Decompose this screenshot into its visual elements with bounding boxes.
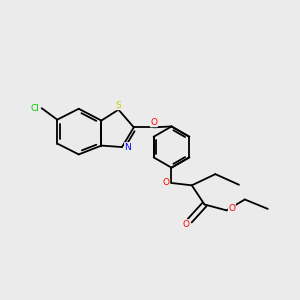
- Text: O: O: [228, 203, 236, 212]
- Text: N: N: [124, 142, 131, 152]
- Text: O: O: [183, 220, 190, 229]
- Text: S: S: [116, 101, 122, 110]
- Text: O: O: [163, 178, 170, 188]
- Text: Cl: Cl: [31, 104, 40, 113]
- Text: O: O: [150, 118, 157, 127]
